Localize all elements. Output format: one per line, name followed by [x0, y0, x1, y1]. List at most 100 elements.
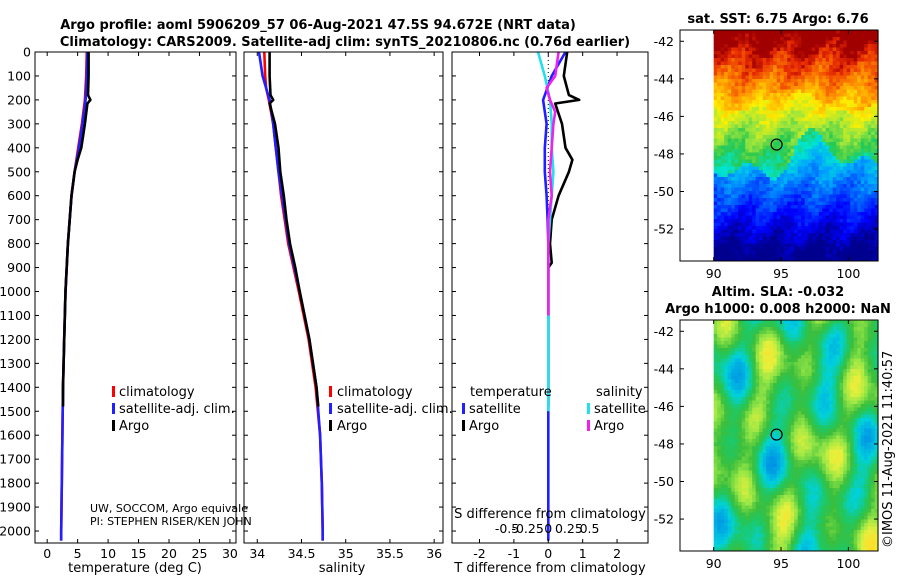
heatmap-cell [846, 376, 851, 380]
depth-tick-label: 900 [7, 260, 31, 275]
heatmap-cell [822, 54, 827, 59]
heatmap-cell [769, 194, 774, 199]
heatmap-cell [839, 170, 844, 174]
heatmap-cell [724, 425, 729, 429]
heatmap-cell [748, 330, 753, 335]
heatmap-cell [832, 198, 837, 202]
heatmap-cell [717, 390, 722, 394]
heatmap-cell [717, 358, 722, 363]
heatmap-cell [804, 149, 809, 153]
heatmap-cell [787, 236, 792, 241]
heatmap-cell [766, 341, 771, 345]
heatmap-cell [780, 247, 785, 251]
heatmap-cell [808, 247, 813, 251]
heatmap-cell [818, 348, 823, 352]
heatmap-cell [727, 103, 732, 108]
heatmap-cell [766, 128, 771, 132]
heatmap-cell [752, 110, 757, 115]
heatmap-cell [811, 180, 816, 185]
x-tick-label: 20 [161, 546, 177, 561]
heatmap-cell [783, 397, 788, 401]
heatmap-cell [853, 96, 858, 101]
heatmap-cell [871, 226, 876, 230]
heatmap-cell [860, 233, 865, 237]
heatmap-cell [857, 247, 862, 251]
heatmap-cell [801, 37, 806, 41]
heatmap-cell [843, 61, 848, 66]
heatmap-cell [713, 117, 718, 122]
heatmap-cell [787, 369, 792, 373]
heatmap-cell [755, 114, 760, 118]
heatmap-cell [766, 254, 771, 258]
heatmap-cell [860, 103, 865, 108]
heatmap-cell [843, 121, 848, 125]
heatmap-cell [762, 100, 767, 104]
heatmap-cell [867, 37, 872, 41]
heatmap-cell [822, 397, 827, 401]
heatmap-cell [864, 222, 869, 227]
heatmap-cell [734, 173, 739, 178]
heatmap-cell [825, 152, 830, 157]
heatmap-cell [773, 79, 778, 83]
heatmap-cell [724, 365, 729, 370]
heatmap-cell [790, 229, 795, 234]
heatmap-cell [752, 369, 757, 373]
heatmap-cell [717, 152, 722, 157]
heatmap-cell [836, 240, 841, 244]
heatmap-cell [720, 58, 725, 62]
heatmap-cell [734, 166, 739, 171]
heatmap-cell [766, 121, 771, 125]
heatmap-cell [804, 191, 809, 195]
heatmap-cell [755, 93, 760, 97]
heatmap-cell [745, 131, 750, 136]
heatmap-cell [780, 344, 785, 349]
heatmap-cell [846, 435, 851, 440]
heatmap-cell [850, 51, 855, 55]
heatmap-cell [766, 37, 771, 41]
heatmap-cell [720, 187, 725, 192]
heatmap-cell [787, 341, 792, 345]
heatmap-cell [787, 425, 792, 429]
heatmap-cell [759, 72, 764, 76]
heatmap-cell [766, 47, 771, 52]
heatmap-cell [853, 205, 858, 209]
heatmap-cell [745, 376, 750, 380]
heatmap-cell [825, 177, 830, 181]
heatmap-cell [734, 110, 739, 115]
heatmap-cell [815, 250, 820, 255]
heatmap-cell [748, 208, 753, 213]
heatmap-cell [717, 323, 722, 328]
heatmap-cell [829, 400, 834, 405]
heatmap-cell [713, 219, 718, 223]
heatmap-cell [801, 86, 806, 90]
heatmap-cell [843, 54, 848, 59]
heatmap-cell [860, 173, 865, 178]
heatmap-cell [776, 414, 781, 419]
heatmap-cell [797, 180, 802, 185]
heatmap-cell [724, 58, 729, 62]
legend-label-climatology: climatology [119, 385, 195, 400]
heatmap-cell [769, 337, 774, 342]
heatmap-cell [818, 44, 823, 48]
heatmap-cell [794, 103, 799, 108]
heatmap-cell [713, 432, 718, 436]
heatmap-cell [843, 257, 848, 262]
heatmap-cell [776, 323, 781, 328]
heatmap-cell [846, 82, 851, 87]
heatmap-cell [738, 30, 743, 34]
heatmap-cell [787, 145, 792, 150]
heatmap-cell [734, 236, 739, 241]
heatmap-cell [780, 110, 785, 115]
heatmap-cell [839, 117, 844, 122]
heatmap-cell [745, 362, 750, 366]
heatmap-cell [839, 173, 844, 178]
heatmap-cell [748, 170, 753, 174]
heatmap-cell [804, 233, 809, 237]
heatmap-cell [860, 411, 865, 415]
heatmap-cell [717, 82, 722, 87]
heatmap-cell [857, 257, 862, 262]
heatmap-cell [804, 177, 809, 181]
heatmap-cell [850, 404, 855, 408]
heatmap-cell [720, 51, 725, 55]
heatmap-cell [783, 334, 788, 338]
